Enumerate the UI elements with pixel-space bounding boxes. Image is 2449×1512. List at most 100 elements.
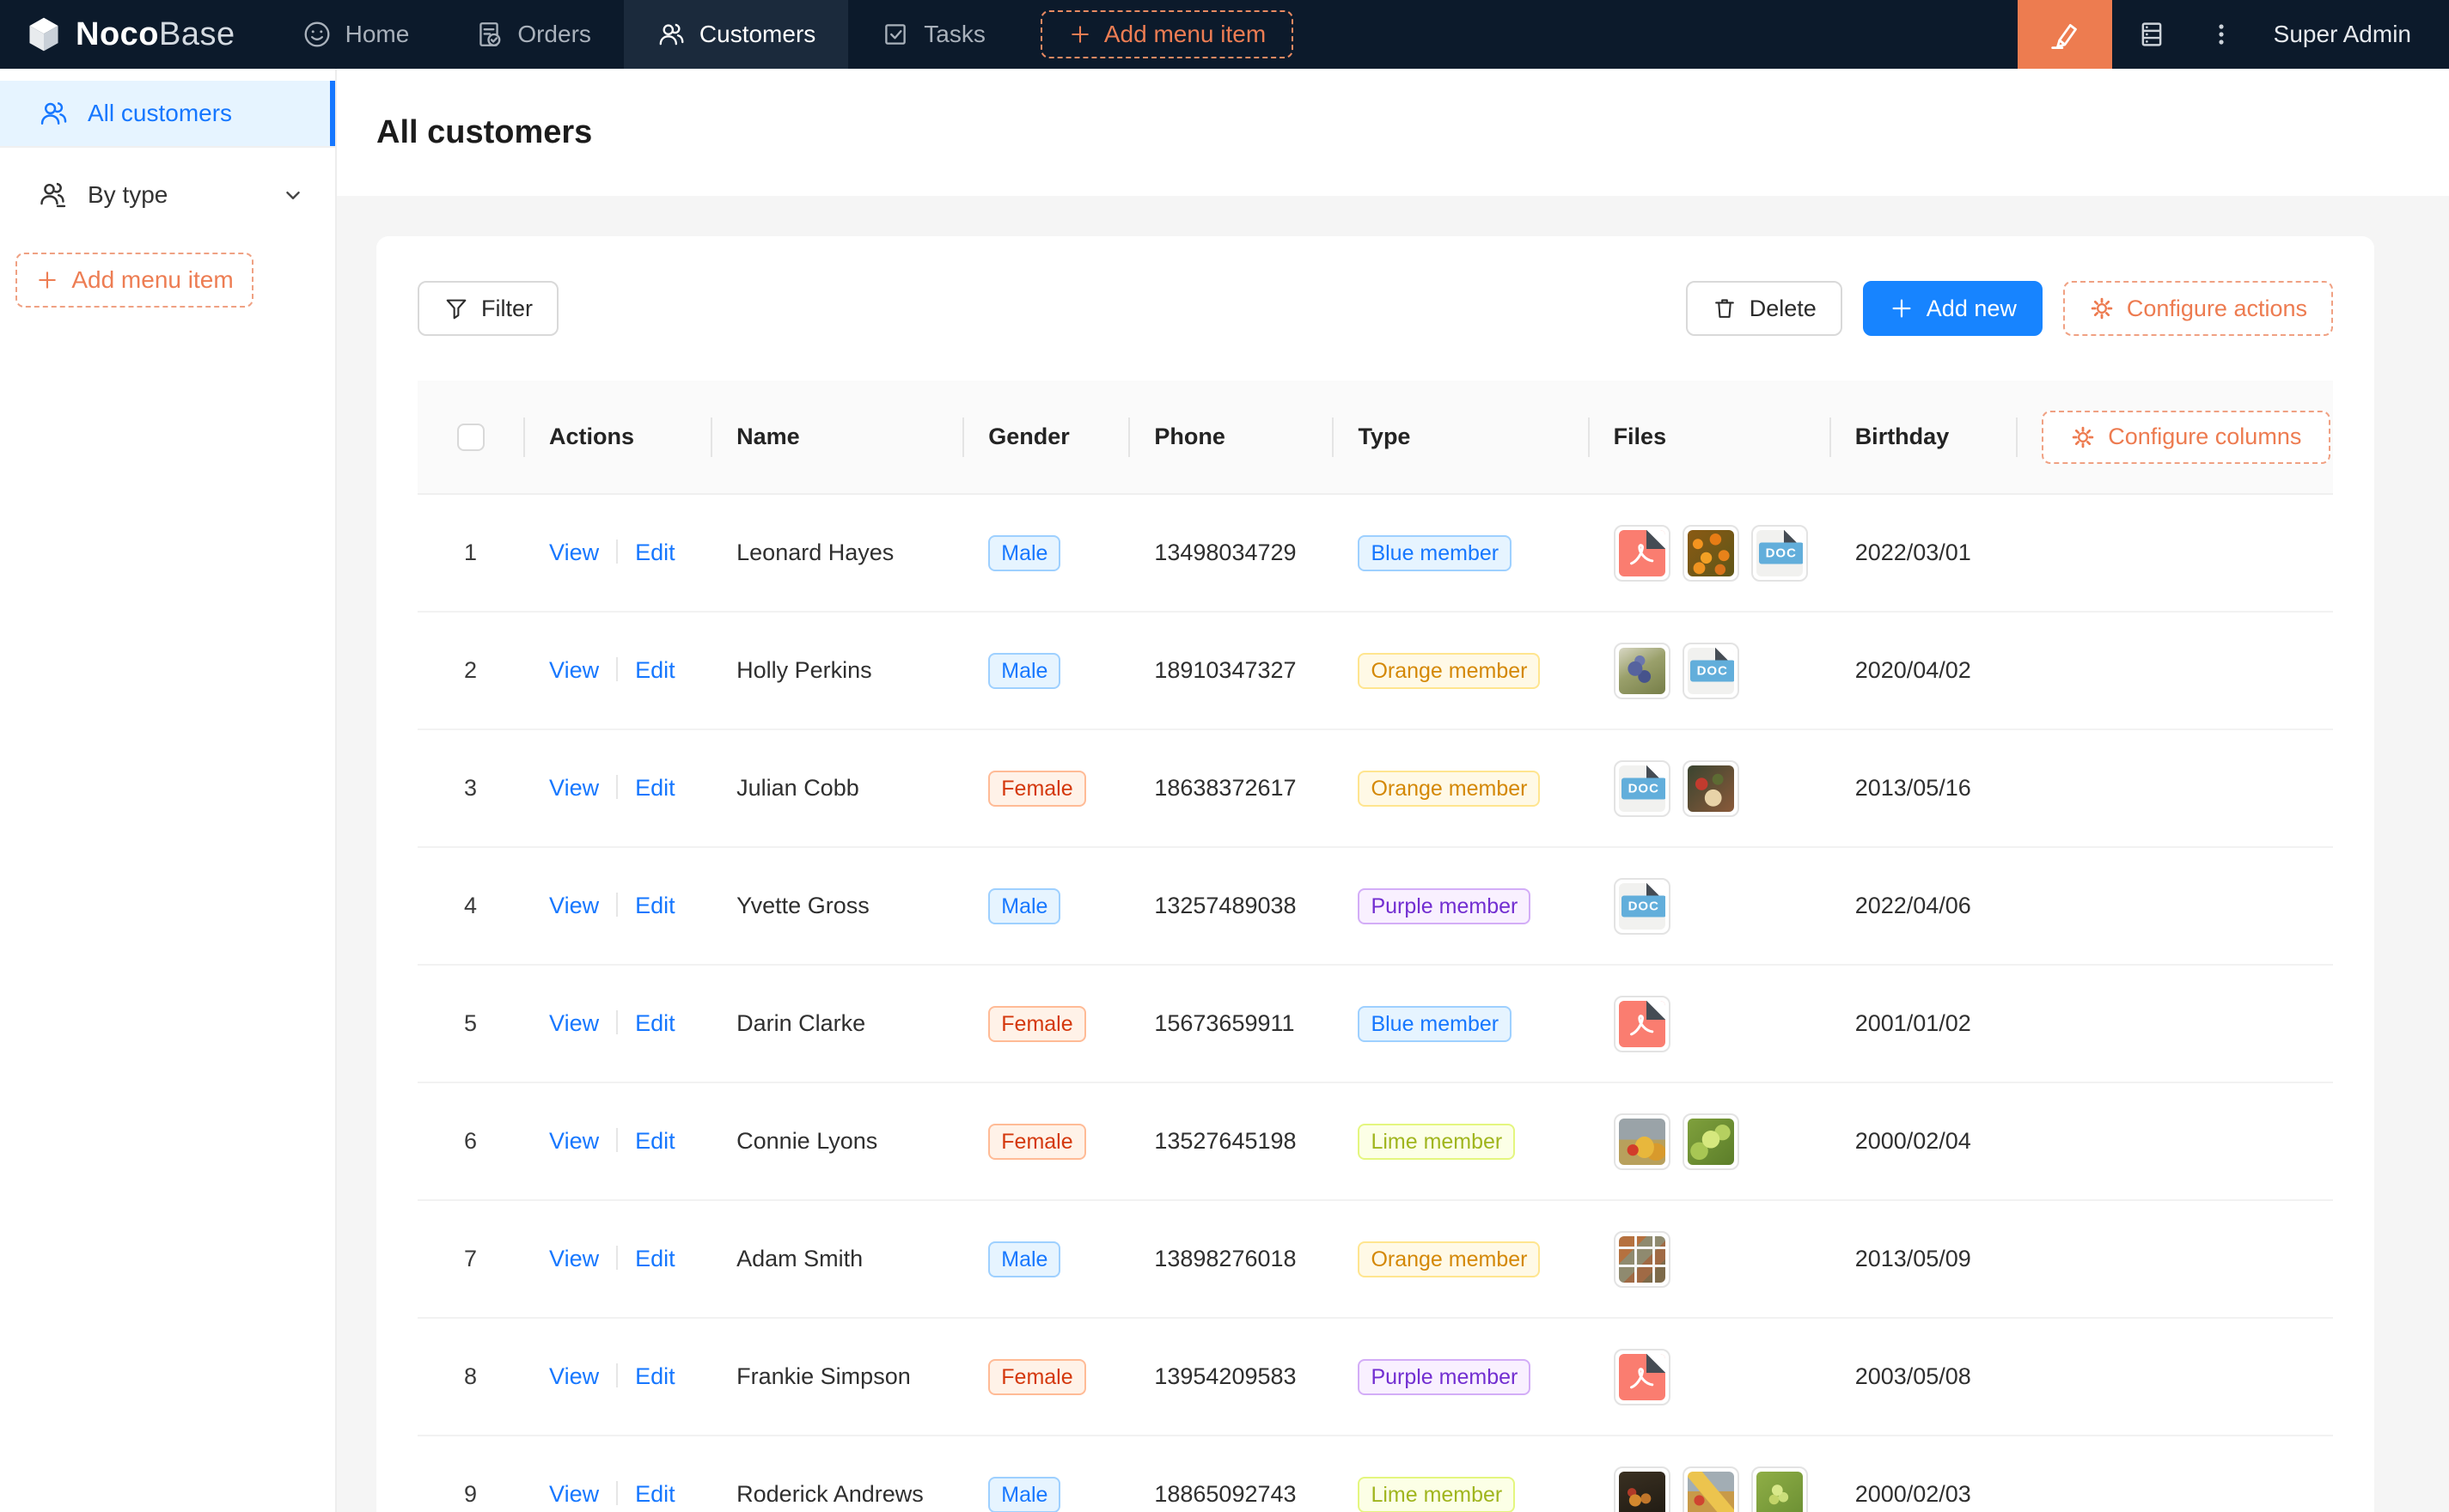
table-row: 6 ViewEdit Connie Lyons Female 135276451… [418, 1082, 2333, 1200]
pdf-file-thumbnail[interactable] [1614, 525, 1670, 582]
type-badge: Lime member [1358, 1477, 1515, 1512]
action-separator [616, 1246, 618, 1270]
view-link[interactable]: View [549, 1363, 599, 1389]
table-row: 1 ViewEdit Leonard Hayes Male 1349803472… [418, 494, 2333, 612]
sidebar-item-label: All customers [88, 100, 232, 127]
photo-thumbnail-lettuce[interactable] [1683, 1113, 1739, 1170]
pdf-file-thumbnail[interactable] [1614, 996, 1670, 1052]
edit-link[interactable]: Edit [635, 893, 675, 918]
edit-link[interactable]: Edit [635, 540, 675, 565]
pdf-file-thumbnail[interactable] [1614, 1349, 1670, 1405]
nav-add-menu-item-button[interactable]: Add menu item [1041, 10, 1293, 58]
configure-columns-button[interactable]: Configure columns [2042, 411, 2330, 464]
edit-link[interactable]: Edit [635, 1010, 675, 1036]
customers-table: Actions Name Gender Phone Type Files Bir… [418, 381, 2333, 1512]
nav-item-tasks[interactable]: Tasks [848, 0, 1018, 69]
nav-item-orders[interactable]: Orders [442, 0, 624, 69]
filter-button-label: Filter [481, 296, 533, 322]
photo-thumbnail-fruit-still-life[interactable] [1614, 1113, 1670, 1170]
action-separator [616, 1128, 618, 1152]
cell-actions: View Edit [523, 847, 711, 965]
nav-item-customers[interactable]: Customers [624, 0, 848, 69]
photo-thumbnail-blue-grapes[interactable] [1614, 643, 1670, 699]
nav-item-label: Tasks [924, 21, 986, 48]
app-logo[interactable]: NocoBase [0, 0, 270, 69]
cell-birthday: 2003/05/08 [1829, 1318, 2016, 1436]
view-link[interactable]: View [549, 775, 599, 801]
cell-files: DOC [1588, 612, 1829, 729]
plus-icon [35, 268, 59, 292]
add-new-button[interactable]: Add new [1863, 281, 2043, 336]
sidebar-add-menu-item-label: Add menu item [71, 266, 233, 294]
cell-files: DOC [1588, 494, 1829, 612]
cell-files [1588, 1436, 1829, 1512]
team-icon [657, 20, 686, 49]
doc-file-thumbnail[interactable]: DOC [1751, 525, 1808, 582]
column-header-name: Name [711, 381, 962, 494]
table-row: 9 ViewEdit Roderick Andrews Male 1886509… [418, 1436, 2333, 1512]
ui-editor-button[interactable] [2018, 0, 2112, 69]
cell-actions: View Edit [523, 1200, 711, 1318]
doc-file-thumbnail[interactable]: DOC [1683, 643, 1739, 699]
select-all-checkbox[interactable] [457, 424, 485, 451]
edit-link[interactable]: Edit [635, 1363, 675, 1389]
sidebar-item-by-type[interactable]: By type [0, 162, 335, 229]
photo-thumbnail-banana-fruit[interactable] [1683, 1466, 1739, 1512]
type-badge: Lime member [1358, 1124, 1515, 1160]
edit-link[interactable]: Edit [635, 657, 675, 683]
view-link[interactable]: View [549, 1481, 599, 1507]
plugin-manager-button[interactable] [2112, 0, 2191, 69]
logo-text-light: Base [159, 16, 235, 52]
more-menu-button[interactable] [2191, 0, 2251, 69]
cell-birthday: 2013/05/09 [1829, 1200, 2016, 1318]
column-header-select [418, 381, 523, 494]
sidebar-item-all-customers[interactable]: All customers [0, 81, 335, 148]
cell-files [1588, 1318, 1829, 1436]
photo-thumbnail-orange-flowers[interactable] [1683, 525, 1739, 582]
view-link[interactable]: View [549, 1246, 599, 1271]
view-link[interactable]: View [549, 657, 599, 683]
filter-button[interactable]: Filter [418, 281, 559, 336]
cell-trailing [2016, 1318, 2333, 1436]
view-link[interactable]: View [549, 893, 599, 918]
cell-actions: View Edit [523, 494, 711, 612]
cell-gender: Female [962, 729, 1128, 847]
cell-name: Connie Lyons [711, 1082, 962, 1200]
photo-thumbnail-food-collage[interactable] [1614, 1231, 1670, 1288]
action-separator [616, 1481, 618, 1505]
view-link[interactable]: View [549, 540, 599, 565]
edit-link[interactable]: Edit [635, 1128, 675, 1154]
configure-actions-button[interactable]: Configure actions [2063, 281, 2333, 336]
page-header: All customers [337, 69, 2449, 196]
chevron-down-icon [280, 182, 306, 208]
gender-badge: Male [988, 1477, 1060, 1512]
view-link[interactable]: View [549, 1010, 599, 1036]
type-badge: Orange member [1358, 653, 1540, 689]
row-index: 9 [418, 1436, 523, 1512]
delete-button[interactable]: Delete [1686, 281, 1842, 336]
cell-phone: 13527645198 [1128, 1082, 1332, 1200]
doc-file-thumbnail[interactable]: DOC [1614, 760, 1670, 817]
current-user[interactable]: Super Admin [2251, 0, 2449, 69]
cell-trailing [2016, 494, 2333, 612]
cell-gender: Male [962, 1436, 1128, 1512]
nav-add-menu-item-label: Add menu item [1104, 21, 1266, 48]
action-separator [616, 775, 618, 799]
view-link[interactable]: View [549, 1128, 599, 1154]
highlighter-icon [2048, 17, 2082, 52]
cell-type: Blue member [1332, 494, 1587, 612]
nav-item-home[interactable]: Home [270, 0, 443, 69]
photo-thumbnail-dark-fruit-bowl[interactable] [1614, 1466, 1670, 1512]
sidebar-add-menu-item-button[interactable]: Add menu item [15, 253, 253, 308]
doc-file-thumbnail[interactable]: DOC [1614, 878, 1670, 935]
file-check-icon [474, 20, 504, 49]
edit-link[interactable]: Edit [635, 1481, 675, 1507]
nocobase-logo-icon [24, 15, 64, 54]
cell-name: Yvette Gross [711, 847, 962, 965]
photo-thumbnail-food-platter[interactable] [1683, 760, 1739, 817]
edit-link[interactable]: Edit [635, 1246, 675, 1271]
edit-link[interactable]: Edit [635, 775, 675, 801]
table-card: Filter Delete Add new [376, 236, 2374, 1512]
cell-phone: 18638372617 [1128, 729, 1332, 847]
photo-thumbnail-green-grapes[interactable] [1751, 1466, 1808, 1512]
